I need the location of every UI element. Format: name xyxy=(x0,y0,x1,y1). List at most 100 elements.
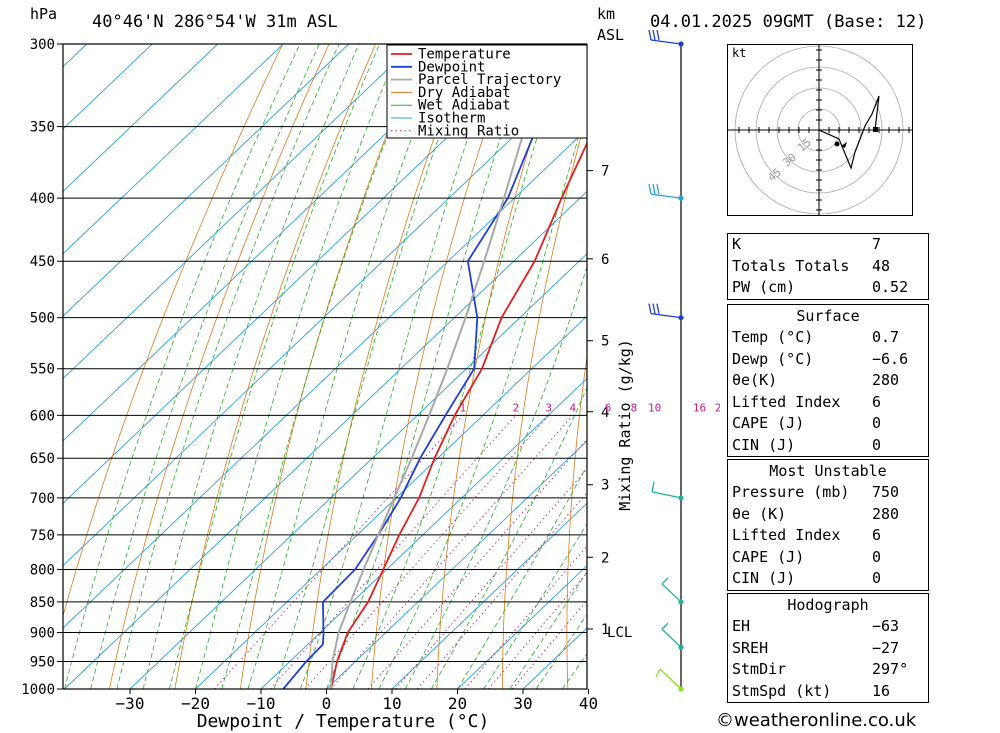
mixing-ratio-line xyxy=(269,415,517,689)
pressure-tick-label: 650 xyxy=(30,451,55,467)
legend-entry: Temperature xyxy=(418,47,511,63)
hodograph-ring-label: 45 xyxy=(766,166,785,184)
row-value: 0 xyxy=(872,435,882,454)
table-row: CAPE (J) 0 xyxy=(728,547,928,569)
pressure-tick-label: 350 xyxy=(30,120,55,136)
unit-asl-label: ASL xyxy=(597,26,625,44)
hodograph-table: Hodograph EH −63 SREH −27 StmDir 297° StmSpd (k… xyxy=(727,593,929,703)
table-row: EH −63 xyxy=(728,616,928,638)
location-title: 40°46'N 286°54'W 31m ASL xyxy=(92,12,338,32)
wet-adiabat-line xyxy=(90,44,320,689)
surface-section-title: Surface xyxy=(796,307,860,325)
wet-adiabat-line xyxy=(483,522,587,689)
dry-adiabat-line xyxy=(239,44,423,689)
wet-adiabat-line xyxy=(195,44,402,689)
row-label: Lifted Index xyxy=(732,392,841,411)
isotherm-line xyxy=(589,44,721,689)
pressure-tick-label: 800 xyxy=(30,562,55,578)
mixing-ratio-label: 1 xyxy=(460,401,467,414)
row-label: Pressure (mb) xyxy=(732,483,850,501)
isotherm-line xyxy=(63,44,481,442)
hodograph-trace xyxy=(818,95,880,170)
height-km-label: 2 xyxy=(601,550,609,566)
mixing-ratio-axis-title: Mixing Ratio (g/kg) xyxy=(616,339,634,511)
wind-barb xyxy=(661,577,682,603)
x-axis-title: Dewpoint / Temperature (°C) xyxy=(197,711,490,732)
dry-adiabat-line xyxy=(690,26,720,689)
isotherm-line xyxy=(63,44,415,380)
table-row: Lifted Index 6 xyxy=(728,525,928,547)
row-value: 48 xyxy=(872,256,891,275)
row-value: 0.7 xyxy=(872,328,900,346)
height-km-label: 5 xyxy=(601,334,609,350)
table-row: Pressure (mb) 750 xyxy=(728,482,928,504)
row-value: 7 xyxy=(872,235,882,253)
pressure-tick-label: 400 xyxy=(30,191,55,207)
pressure-tick-label: 600 xyxy=(30,408,55,424)
table-row: θe(K) 280 xyxy=(728,370,928,392)
height-km-label: 7 xyxy=(601,164,609,180)
isotherm-line xyxy=(63,44,546,504)
row-value: −6.6 xyxy=(872,349,909,368)
wet-adiabat-line xyxy=(589,44,721,689)
table-row: Temp (°C) 0.7 xyxy=(728,327,928,349)
mixing-ratio-label: 8 xyxy=(631,401,638,414)
row-label: CIN (J) xyxy=(732,435,796,454)
dry-adiabat-line xyxy=(501,113,587,689)
isotherm-line xyxy=(0,44,21,689)
row-label: StmDir xyxy=(732,660,787,678)
table-row: CAPE (J) 0 xyxy=(728,413,928,435)
table-row: CIN (J) 0 xyxy=(728,568,928,590)
row-label: Dewp (°C) xyxy=(732,349,814,368)
row-value: 750 xyxy=(872,483,900,501)
datetime-title: 04.01.2025 09GMT (Base: 12) xyxy=(650,12,927,32)
row-label: EH xyxy=(732,617,751,635)
wet-adiabat-line xyxy=(509,571,587,689)
isotherm-line xyxy=(63,44,284,255)
storm-motion-marker xyxy=(834,141,840,147)
pressure-tick-label: 950 xyxy=(30,655,55,671)
row-value: 0.52 xyxy=(872,278,909,296)
row-label: Temp (°C) xyxy=(732,328,814,346)
temperature-tick-label: −10 xyxy=(247,694,276,713)
parcel-trajectory-line xyxy=(330,44,553,689)
dry-adiabat-line xyxy=(305,44,469,689)
mixing-ratio-label: 3 xyxy=(545,401,552,414)
row-label: StmSpd (kt) xyxy=(732,681,832,700)
table-row: Dewp (°C) −6.6 xyxy=(728,349,928,371)
row-label: Totals Totals xyxy=(732,256,850,275)
isotherm-line xyxy=(326,440,587,689)
row-value: 280 xyxy=(872,371,900,389)
unit-hpa-label: hPa xyxy=(30,5,58,23)
table-row: θe (K) 280 xyxy=(728,504,928,526)
row-value: 16 xyxy=(872,681,891,700)
table-row: Totals Totals 48 xyxy=(728,256,928,278)
row-label: SREH xyxy=(732,638,769,657)
temperature-line xyxy=(330,141,587,689)
isotherm-line xyxy=(64,190,587,689)
mixing-ratio-label: 20 xyxy=(715,401,720,414)
legend-entry: Isotherm xyxy=(418,111,485,127)
wind-barb xyxy=(648,303,682,319)
wind-barb xyxy=(655,668,682,690)
row-value: 0 xyxy=(872,569,882,587)
row-value: 297° xyxy=(872,660,909,678)
pressure-tick-label: 900 xyxy=(30,626,55,642)
pressure-tick-label: 450 xyxy=(30,254,55,270)
row-value: 6 xyxy=(872,392,882,411)
most-unstable-table: Most Unstable Pressure (mb) 750 θe (K) 280 Li… xyxy=(727,459,929,591)
pressure-tick-label: 500 xyxy=(30,311,55,327)
table-row: Lifted Index 6 xyxy=(728,392,928,414)
row-label: CAPE (J) xyxy=(732,547,805,566)
wet-adiabat-line xyxy=(247,44,448,689)
isotherm-line xyxy=(63,44,350,317)
mixing-ratio-line xyxy=(367,438,587,689)
pressure-tick-label: 1000 xyxy=(21,682,55,698)
row-label: θe (K) xyxy=(732,504,787,523)
wet-adiabat-line xyxy=(352,44,568,689)
row-value: 6 xyxy=(872,526,882,544)
pressure-tick-label: 550 xyxy=(30,362,55,378)
row-label: CAPE (J) xyxy=(732,414,805,432)
